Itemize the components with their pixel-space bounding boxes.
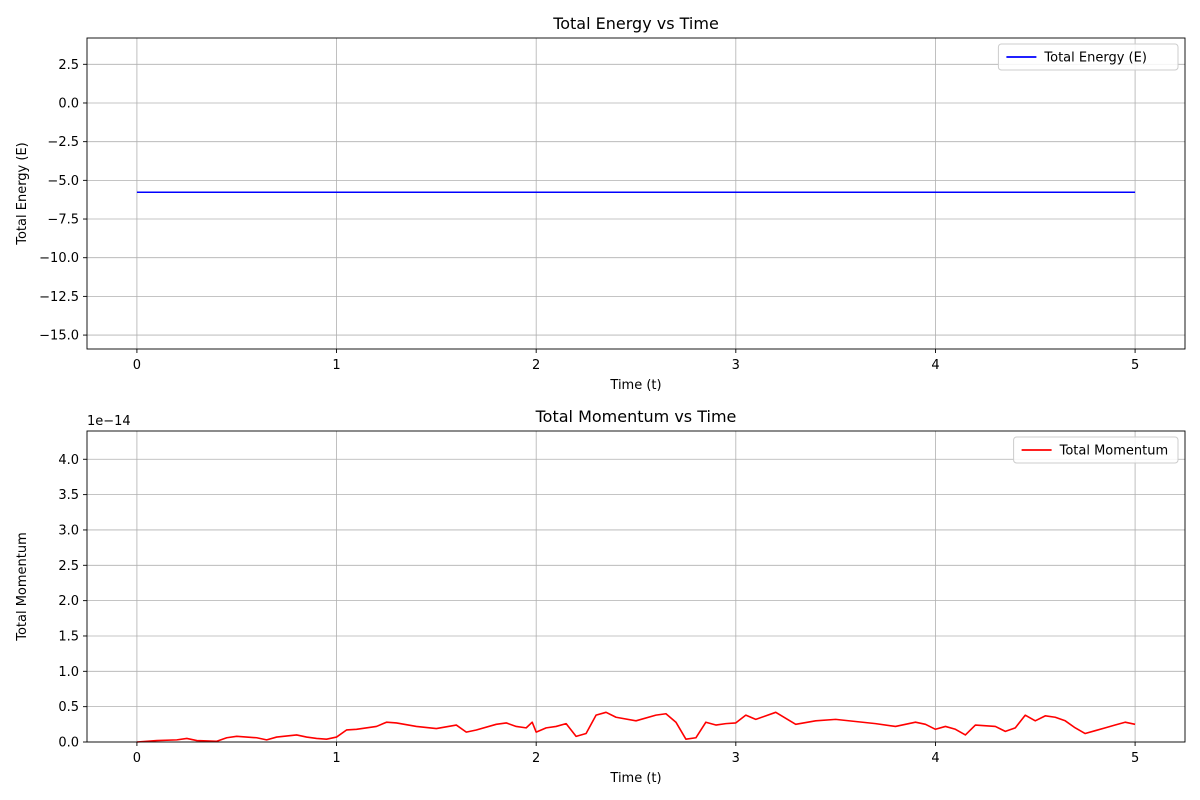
chart-panel-2: 0 1 2 3 4 5 0.0 0.5 1.0 1.5 2.0 2.5 3.0 3.5 4.0 1e−14 To… [15, 407, 1186, 786]
legend: Total Momentum [1013, 436, 1179, 464]
x-axis-label: Time (t) [609, 378, 661, 393]
x-tick-label: 1 [332, 358, 340, 373]
series-line-1 [136, 711, 1136, 743]
y-tick-label: 2.5 [58, 58, 79, 73]
y-tick-label: −15.0 [39, 329, 79, 344]
chart-title: Total Energy vs Time [552, 14, 719, 33]
y-tick-label: −7.5 [47, 213, 79, 228]
x-tick-label: 3 [732, 358, 740, 373]
y-tick-label: 1.5 [58, 629, 79, 644]
axis-offset-text: 1e−14 [87, 414, 131, 429]
legend-label: Total Momentum [1059, 444, 1169, 459]
y-tick-label: 2.0 [58, 594, 79, 609]
y-axis-label: Total Energy (E) [15, 142, 30, 246]
y-tick-label: −10.0 [39, 251, 79, 266]
x-tick-label: 5 [1131, 358, 1139, 373]
legend-label: Total Energy (E) [1043, 51, 1147, 66]
y-tick-label: 0.0 [58, 96, 79, 111]
x-tick-label: 5 [1131, 751, 1139, 766]
y-tick-label: −5.0 [47, 174, 79, 189]
x-tick-label: 3 [732, 751, 740, 766]
y-tick-label: 0.0 [58, 736, 79, 751]
y-tick-label: 3.5 [58, 488, 79, 503]
x-tick-label: 1 [332, 751, 340, 766]
axes-frame [86, 37, 1186, 350]
y-tick-label: 0.5 [58, 700, 79, 715]
y-tick-label: 3.0 [58, 523, 79, 538]
y-tick-label: 1.0 [58, 665, 79, 680]
chart-panel-1: 0 1 2 3 4 5 2.5 0.0 −2.5 −5.0 −7.5 −10.0 −12.5 −15.0 T… [15, 14, 1186, 393]
x-tick-label: 0 [133, 751, 141, 766]
y-tick-label: −2.5 [47, 135, 79, 150]
x-tick-label: 2 [532, 751, 540, 766]
x-tick-label: 0 [133, 358, 141, 373]
legend: Total Energy (E) [997, 43, 1179, 71]
y-tick-label: 2.5 [58, 559, 79, 574]
x-axis-label: Time (t) [609, 771, 661, 786]
legend-box [1013, 436, 1179, 464]
chart-title: Total Momentum vs Time [535, 407, 737, 426]
x-tick-label: 2 [532, 358, 540, 373]
x-tick-label: 4 [931, 751, 939, 766]
legend-box [997, 43, 1179, 71]
axes-frame [86, 430, 1186, 743]
y-tick-label: 4.0 [58, 453, 79, 468]
y-tick-label: −12.5 [39, 290, 79, 305]
x-tick-label: 4 [931, 358, 939, 373]
y-axis-label: Total Momentum [15, 532, 30, 642]
